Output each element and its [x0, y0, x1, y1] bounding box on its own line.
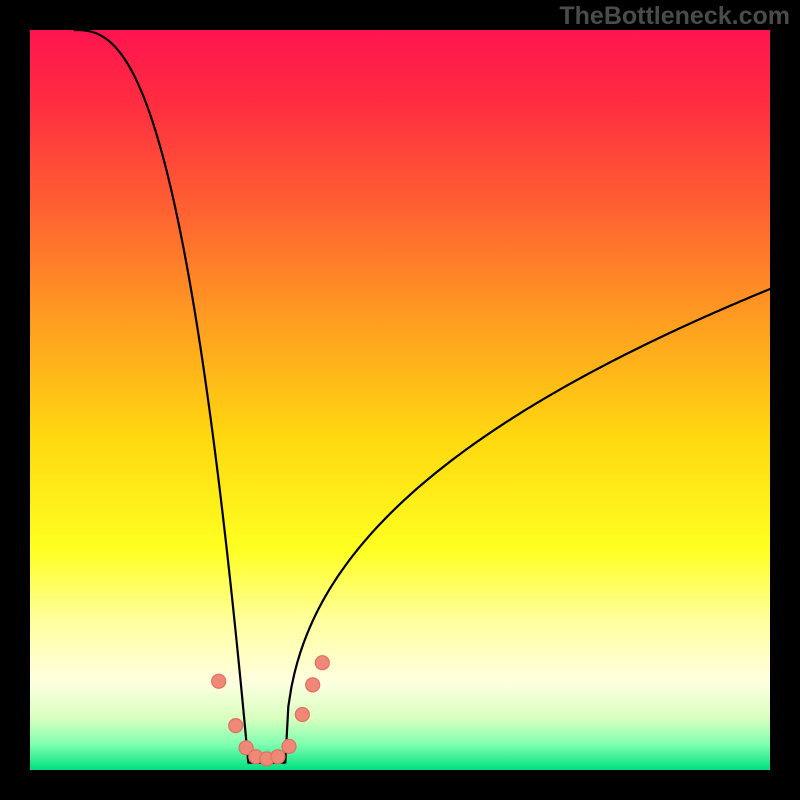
plot-area — [30, 30, 770, 770]
watermark-text: TheBottleneck.com — [559, 2, 790, 31]
chart-root: TheBottleneck.com — [0, 0, 800, 800]
